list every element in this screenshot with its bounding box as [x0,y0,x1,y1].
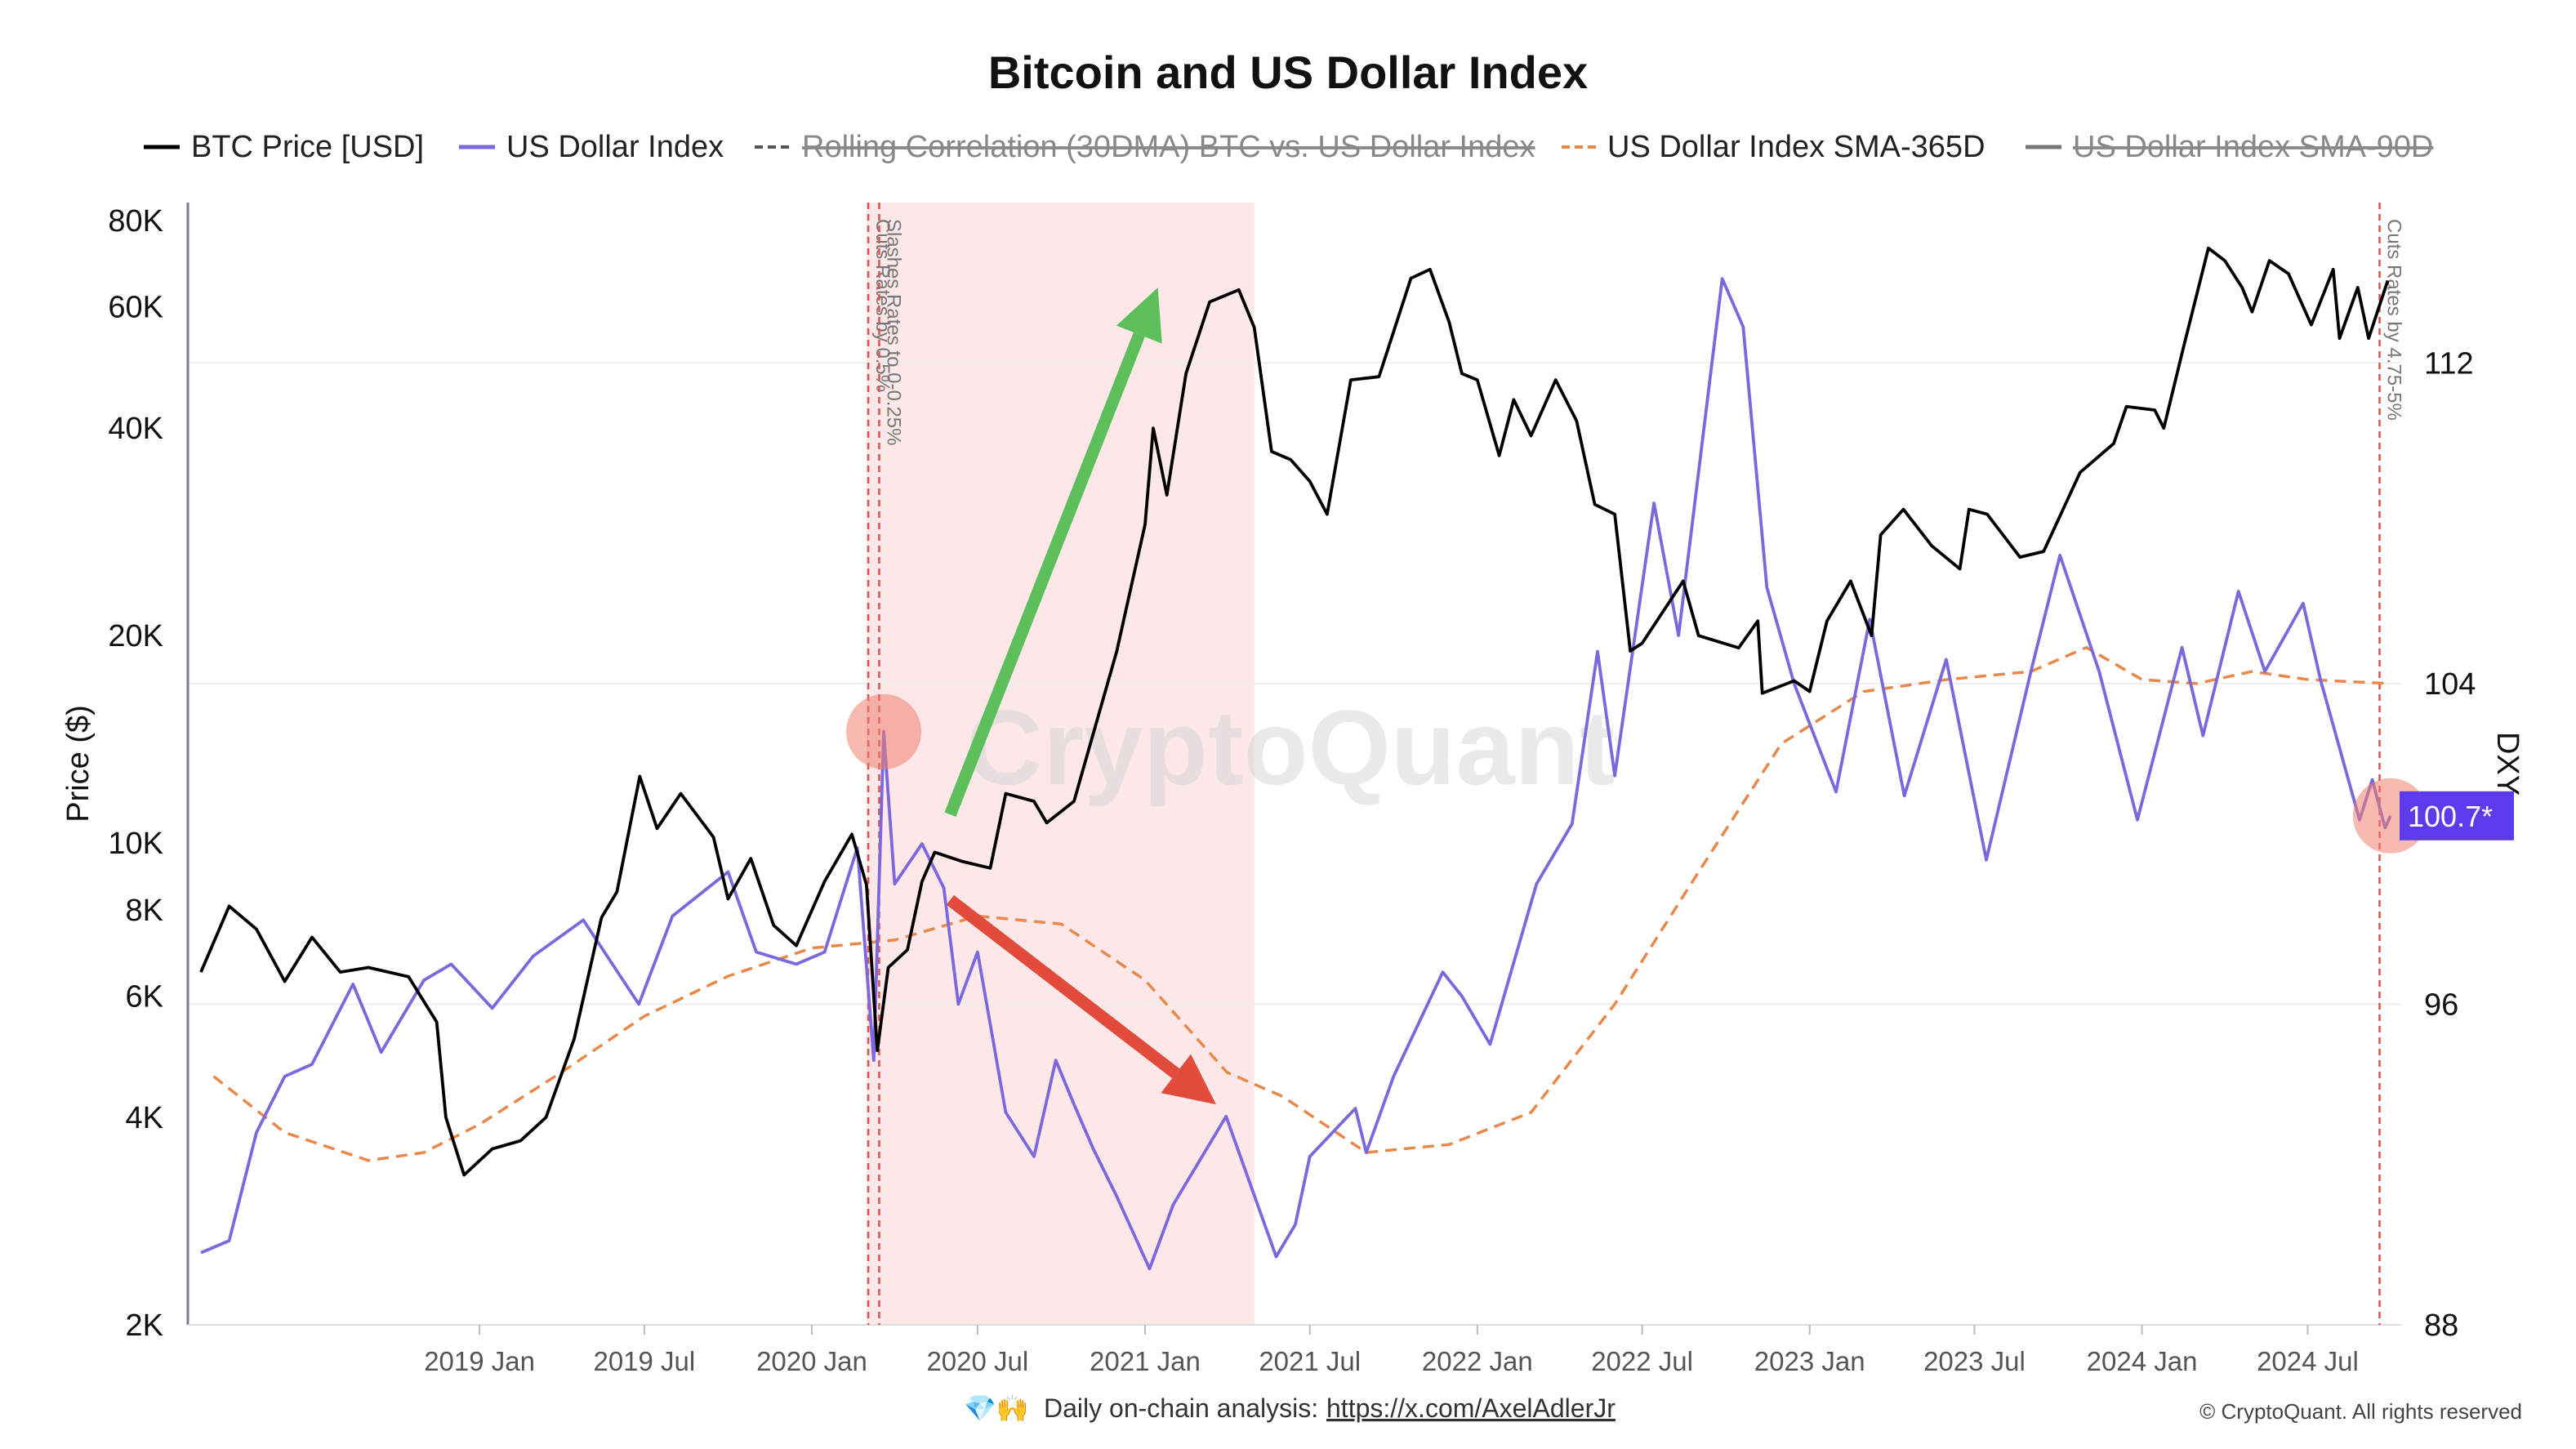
dxy-badge-background [2400,791,2514,840]
legend-item-us-dollar-index[interactable]: US Dollar Index [459,130,724,164]
left-axis-ticks: 2K 4K 6K 8K 10K 20K 40K 60K 80K [108,204,163,1343]
btc-price-line [199,246,2390,1177]
copyright-text: © CryptoQuant. All rights reserved [2199,1399,2522,1424]
left-tick-label: 2K [126,1309,163,1343]
legend-label-rolling-correlation: Rolling Correlation (30DMA) BTC vs. US D… [802,130,1535,164]
x-tick-label: 2020 Jul [926,1346,1028,1376]
x-tick-label: 2020 Jan [756,1346,867,1376]
annotation-arrows [944,287,1216,1105]
event-label: Cuts Rates by 0.5% [871,219,894,392]
right-axis-title: DXY [2490,732,2525,796]
left-tick-label: 60K [108,291,163,325]
footer-text: Daily on-chain analysis: [1044,1393,1318,1423]
highlight-circle [846,693,922,769]
right-axis-ticks: 88 96 104 112 [2424,346,2476,1343]
dxy-badge-value: 100.7* [2408,800,2493,833]
x-tick-label: 2023 Jul [1923,1346,2026,1376]
right-tick-label: 104 [2424,667,2476,702]
x-tick-label: 2024 Jan [2087,1346,2198,1376]
footer: 💎🙌 Daily on-chain analysis: https://x.co… [964,1393,1616,1423]
x-tick-label: 2022 Jan [1422,1346,1533,1376]
x-tick-label: 2023 Jan [1754,1346,1865,1376]
left-axis-title: Price ($) [61,705,96,823]
legend-item-dxy-sma-90d[interactable]: US Dollar Index SMA-90D [2026,130,2433,164]
legend: BTC Price [USD] US Dollar Index Rolling … [144,130,2433,164]
dxy-line [200,277,2392,1271]
x-tick-label: 2021 Jan [1090,1346,1201,1376]
legend-label-dxy-sma-365d: US Dollar Index SMA-365D [1607,130,1985,164]
dxy-sma-365d-line [212,645,2391,1162]
footer-emoji: 💎🙌 [964,1393,1029,1423]
series-layer [199,246,2392,1271]
red-arrow-head [1161,1054,1216,1105]
legend-item-btc-price[interactable]: BTC Price [USD] [144,130,424,164]
left-tick-label: 80K [108,204,163,239]
red-arrow-shaft [946,894,1180,1079]
green-arrow-head [1116,287,1162,344]
left-tick-label: 10K [108,827,163,861]
x-tick-label: 2022 Jul [1591,1346,1693,1376]
x-tick-label: 2021 Jul [1259,1346,1361,1376]
green-arrow-shaft [944,332,1145,818]
left-tick-label: 20K [108,619,163,653]
x-tick-label: 2019 Jul [593,1346,695,1376]
x-tick-label: 2019 Jan [424,1346,535,1376]
left-tick-label: 40K [108,412,163,446]
legend-label-btc-price: BTC Price [USD] [191,130,424,164]
legend-item-rolling-correlation[interactable]: Rolling Correlation (30DMA) BTC vs. US D… [755,130,1535,164]
left-tick-label: 6K [126,979,163,1014]
gridlines [188,362,2401,1326]
event-label: Slashes Rates to 0-0.25% [882,219,904,446]
legend-item-dxy-sma-365d[interactable]: US Dollar Index SMA-365D [1562,130,1985,164]
x-tick-label: 2024 Jul [2257,1346,2359,1376]
legend-label-dxy-sma-90d: US Dollar Index SMA-90D [2073,130,2433,164]
chart-title: Bitcoin and US Dollar Index [988,47,1588,98]
left-tick-label: 4K [126,1101,163,1135]
right-tick-label: 88 [2424,1309,2458,1343]
footer-link[interactable]: https://x.com/AxelAdlerJr [1326,1393,1616,1423]
legend-label-us-dollar-index: US Dollar Index [506,130,724,164]
event-label: Cuts Rates by 4.75-5% [2383,219,2405,421]
right-tick-label: 112 [2424,346,2474,381]
right-tick-label: 96 [2424,988,2458,1022]
left-tick-label: 8K [126,894,163,928]
dxy-current-value-badge: 100.7* [2400,791,2514,840]
watermark: CryptoQuant [966,688,1615,807]
rate-cut-shaded-region [866,203,1255,1325]
x-axis-ticks: 2019 Jan 2019 Jul 2020 Jan 2020 Jul 2021 Jan… [424,1325,2359,1376]
